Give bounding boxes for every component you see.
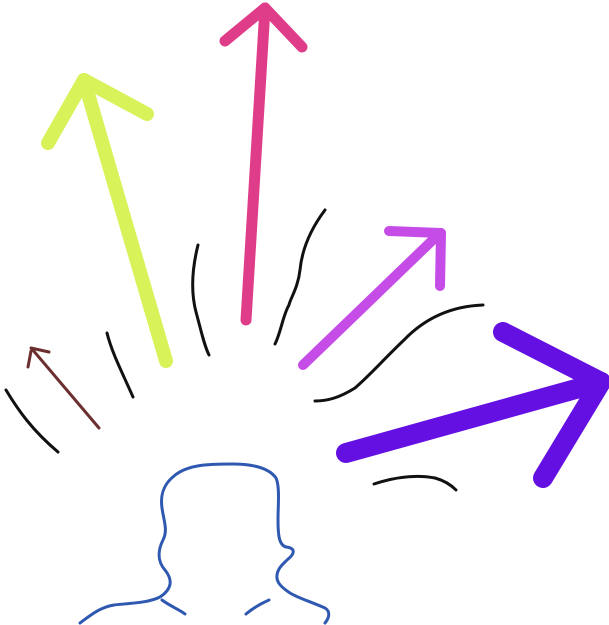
person-head-outline xyxy=(78,462,331,625)
pink-arrow-icon xyxy=(219,2,308,326)
motion-lines xyxy=(4,208,485,492)
motion-line xyxy=(273,208,327,346)
motion-line xyxy=(105,331,135,399)
brown-arrow-icon xyxy=(26,346,101,430)
motion-line xyxy=(372,474,458,492)
motion-line xyxy=(191,243,211,357)
motion-line xyxy=(313,303,485,403)
purple-arrow-icon xyxy=(336,322,609,488)
violet-arrow-icon xyxy=(298,226,446,370)
lime-arrow-icon xyxy=(41,73,173,368)
motion-line xyxy=(4,388,60,454)
